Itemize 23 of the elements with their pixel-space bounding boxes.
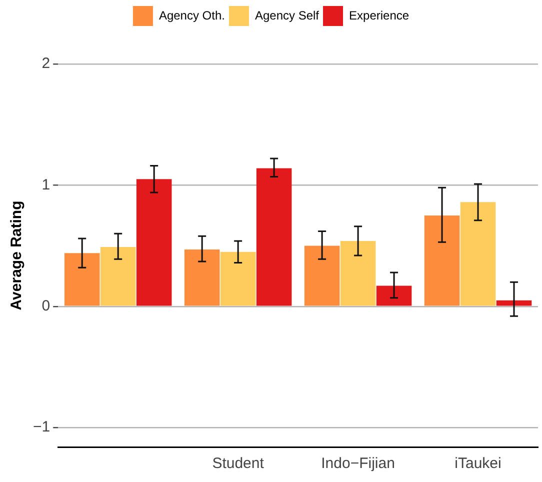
bar (256, 168, 292, 306)
y-tick-label: −1 (32, 418, 50, 436)
bar (496, 300, 532, 306)
bar (340, 240, 376, 306)
bar (304, 246, 340, 306)
x-tick-label: Student (212, 455, 265, 472)
bar (184, 249, 220, 306)
bar (136, 179, 172, 306)
y-tick-label: 2 (42, 55, 50, 72)
y-tick-label: 0 (42, 298, 50, 315)
bar (220, 252, 256, 306)
legend-label: Experience (349, 8, 410, 22)
legend-label: Agency Oth. (158, 8, 225, 22)
y-tick-label: 1 (42, 176, 50, 194)
y-axis-title: Average Rating (8, 200, 26, 310)
bar (376, 286, 412, 306)
bar (460, 202, 496, 306)
bar (100, 247, 136, 306)
x-tick-label: iTaukei (454, 455, 502, 472)
x-tick-label: Indo−Fijian (321, 455, 395, 472)
legend-label: Agency Self (254, 8, 320, 22)
bar (64, 253, 100, 306)
bar (424, 216, 460, 306)
